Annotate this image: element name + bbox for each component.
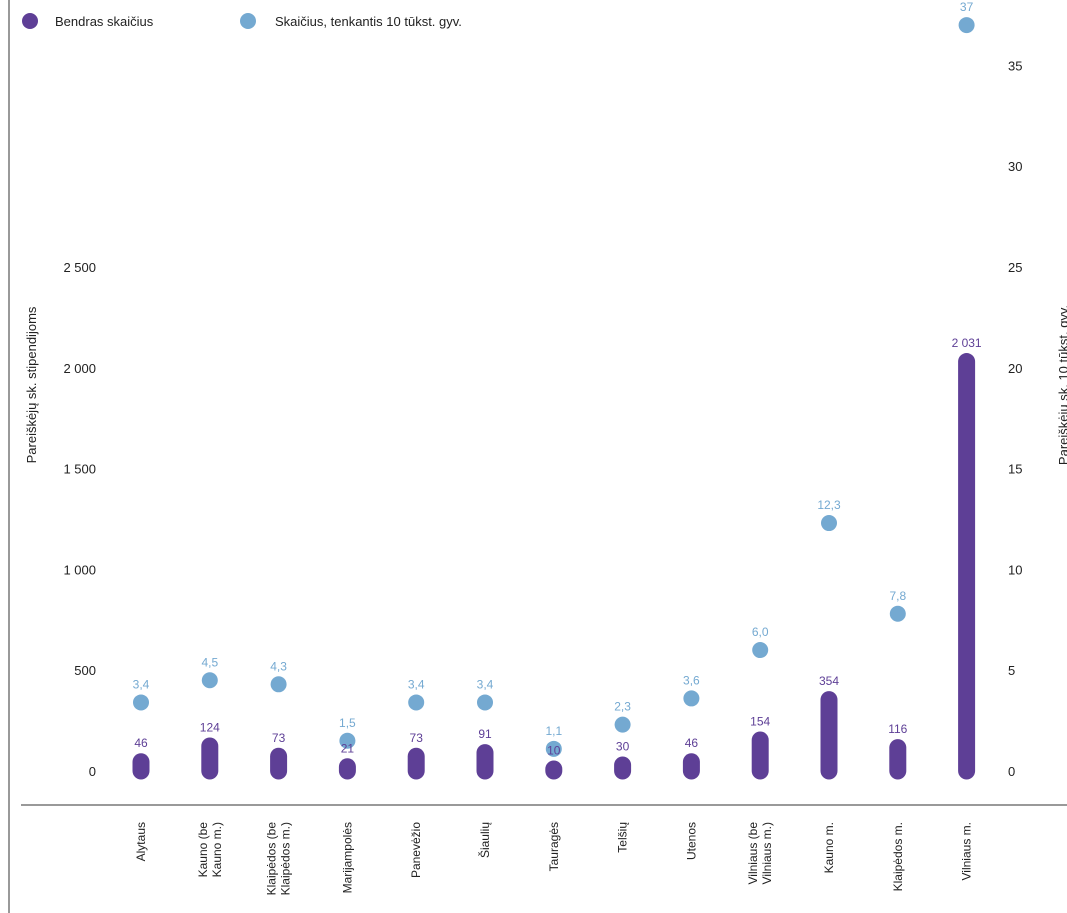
category-label: Vilniaus m.	[960, 822, 974, 880]
legend-label-total: Bendras skaičius	[55, 14, 154, 29]
dot	[201, 672, 218, 689]
category-label: Kauno (beKauno m.)	[196, 822, 224, 878]
data-label-total: 2 031	[952, 336, 982, 350]
dot	[889, 605, 906, 622]
dot-series	[133, 17, 975, 757]
data-label-per-capita: 1,5	[339, 716, 356, 730]
data-label-total: 154	[750, 714, 770, 728]
category-label: Klaipėdos m.	[891, 822, 905, 891]
data-label-per-capita: 7,8	[889, 589, 906, 603]
dot	[752, 642, 769, 659]
dot	[614, 716, 631, 733]
bar	[889, 739, 907, 780]
bar	[270, 747, 288, 780]
legend-swatch-per-capita	[240, 13, 256, 29]
data-label-total: 124	[200, 721, 220, 735]
y-tick-left: 2 000	[63, 361, 96, 376]
legend: Bendras skaičius Skaičius, tenkantis 10 …	[22, 13, 462, 29]
y-axis-right: 0 5 10 15 20 25 30 35	[1008, 58, 1022, 779]
data-label-per-capita: 3,4	[133, 677, 150, 691]
y-tick-left: 1 000	[63, 562, 96, 577]
data-label-per-capita: 3,4	[477, 677, 494, 691]
dot	[958, 17, 975, 34]
data-label-per-capita: 1,1	[545, 724, 562, 738]
dot	[477, 694, 493, 711]
bar-series	[132, 353, 976, 780]
dot	[270, 676, 287, 693]
bar	[201, 737, 219, 780]
data-label-per-capita: 3,4	[408, 677, 425, 691]
y-tick-right: 25	[1008, 260, 1022, 275]
bar	[614, 756, 632, 780]
category-label: Klaipėdos (beKlaipėdos m.)	[265, 822, 293, 896]
category-label: Utenos	[684, 822, 698, 860]
data-label-per-capita: 6,0	[752, 625, 769, 639]
category-label: Panevėžio	[409, 822, 423, 878]
data-label-total: 46	[685, 736, 699, 750]
y-tick-right: 0	[1008, 764, 1015, 779]
dot	[133, 694, 149, 711]
dot	[339, 732, 356, 749]
legend-swatch-total	[22, 13, 38, 29]
category-label: Telšių	[616, 822, 630, 853]
category-labels: Alytaus Kauno (beKauno m.) Klaipėdos (beKl…	[134, 822, 974, 896]
bar	[751, 731, 769, 780]
category-label: Alytaus	[134, 822, 148, 861]
bar	[407, 747, 425, 780]
data-label-total: 116	[888, 722, 907, 736]
dot	[683, 690, 700, 707]
bar	[958, 353, 976, 780]
y-axis-left: 0 500 1 000 1 500 2 000 2 500	[63, 260, 96, 779]
bar	[682, 753, 700, 780]
y-tick-right: 35	[1008, 58, 1022, 73]
y-tick-left: 0	[89, 764, 96, 779]
y-tick-right: 15	[1008, 462, 1022, 477]
data-labels: 46 3,4 124 4,5 73 4,3 21 1,5 73 3,4 91 3,4 10 1,1 30 2,…	[133, 0, 982, 757]
data-label-total: 354	[819, 674, 839, 688]
bar	[820, 691, 838, 780]
category-label: Vilniaus (beVilniaus m.)	[746, 822, 774, 885]
data-label-per-capita: 3,6	[683, 673, 700, 687]
category-label: Kauno m.	[822, 822, 836, 873]
data-label-per-capita: 4,3	[270, 659, 287, 673]
dot	[821, 515, 837, 532]
y-tick-right: 20	[1008, 361, 1022, 376]
y-tick-right: 10	[1008, 562, 1022, 577]
data-label-per-capita: 37	[960, 0, 974, 14]
data-label-total: 91	[478, 727, 492, 741]
data-label-total: 21	[341, 741, 355, 755]
category-label: Šiaulių	[477, 822, 492, 858]
y-tick-left: 2 500	[63, 260, 96, 275]
data-label-total: 73	[410, 731, 424, 745]
bar	[545, 760, 563, 780]
data-label-per-capita: 4,5	[201, 655, 218, 669]
dot	[545, 740, 562, 757]
y-axis-title-right: Pareiškėjų sk. 10 tūkst. gyv.	[1056, 305, 1067, 465]
dot	[408, 694, 425, 711]
data-label-total: 73	[272, 731, 286, 745]
category-label: Marijampolės	[340, 822, 354, 893]
y-tick-right: 30	[1008, 159, 1022, 174]
y-tick-right: 5	[1008, 663, 1015, 678]
data-label-total: 10	[547, 743, 561, 757]
bar	[476, 744, 494, 780]
data-label-per-capita: 12,3	[817, 498, 841, 512]
bar	[338, 758, 356, 780]
y-axis-title-left: Pareiškėjų sk. stipendijoms	[24, 306, 39, 463]
legend-label-per-capita: Skaičius, tenkantis 10 tūkst. gyv.	[275, 14, 462, 29]
category-label: Tauragės	[547, 822, 561, 871]
data-label-per-capita: 2,3	[614, 700, 631, 714]
bar	[132, 753, 150, 780]
y-tick-left: 1 500	[63, 462, 96, 477]
data-label-total: 30	[616, 739, 630, 753]
data-label-total: 46	[134, 736, 148, 750]
y-tick-left: 500	[74, 663, 96, 678]
